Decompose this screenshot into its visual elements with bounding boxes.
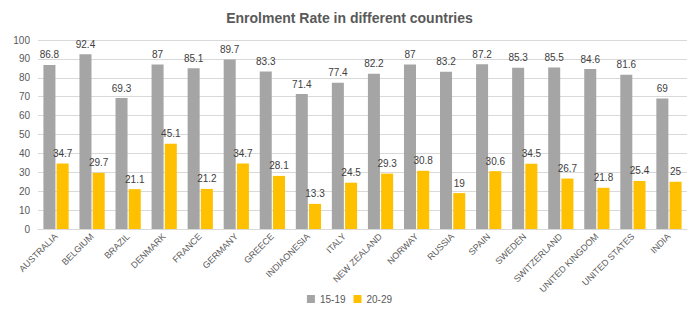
- svg-text:20-29: 20-29: [367, 294, 393, 305]
- svg-text:15-19: 15-19: [320, 294, 346, 305]
- svg-text:19: 19: [454, 178, 466, 189]
- svg-text:INDIA: INDIA: [648, 231, 672, 255]
- svg-text:21.1: 21.1: [125, 174, 145, 185]
- svg-text:UNITED STATES: UNITED STATES: [580, 231, 636, 287]
- svg-text:28.1: 28.1: [269, 160, 289, 171]
- svg-text:0: 0: [24, 224, 30, 235]
- svg-text:ITALY: ITALY: [324, 231, 348, 255]
- svg-text:100: 100: [13, 35, 30, 46]
- svg-text:Enrolment Rate in different co: Enrolment Rate in different countries: [226, 10, 473, 26]
- svg-text:40: 40: [19, 148, 31, 159]
- svg-text:NEW ZEALAND: NEW ZEALAND: [331, 231, 384, 284]
- svg-text:FRANCE: FRANCE: [171, 231, 204, 264]
- svg-text:25.4: 25.4: [630, 165, 650, 176]
- svg-text:GERMANY: GERMANY: [201, 231, 240, 270]
- svg-text:30: 30: [19, 167, 31, 178]
- svg-text:60: 60: [19, 110, 31, 121]
- svg-text:83.2: 83.2: [436, 56, 456, 67]
- svg-text:21.8: 21.8: [594, 172, 614, 183]
- svg-text:25: 25: [670, 166, 682, 177]
- svg-text:87.2: 87.2: [472, 49, 492, 60]
- svg-text:34.7: 34.7: [53, 148, 73, 159]
- svg-text:UNITED KINGDOM: UNITED KINGDOM: [538, 231, 601, 294]
- svg-text:DENMARK: DENMARK: [129, 231, 168, 270]
- svg-text:SPAIN: SPAIN: [467, 231, 493, 257]
- svg-text:89.7: 89.7: [220, 44, 240, 55]
- svg-text:34.5: 34.5: [522, 148, 542, 159]
- svg-text:84.6: 84.6: [581, 54, 601, 65]
- svg-text:71.4: 71.4: [292, 79, 312, 90]
- svg-text:85.5: 85.5: [544, 52, 564, 63]
- svg-text:87: 87: [404, 49, 416, 60]
- svg-text:80: 80: [19, 72, 31, 83]
- svg-text:13.3: 13.3: [305, 188, 325, 199]
- svg-text:30.8: 30.8: [413, 155, 433, 166]
- svg-text:83.3: 83.3: [256, 56, 276, 67]
- svg-text:SWEDEN: SWEDEN: [493, 231, 528, 266]
- svg-text:29.3: 29.3: [377, 158, 397, 169]
- svg-text:30.6: 30.6: [486, 156, 506, 167]
- svg-text:24.5: 24.5: [341, 167, 361, 178]
- svg-text:82.2: 82.2: [364, 58, 384, 69]
- svg-text:85.1: 85.1: [184, 53, 204, 64]
- svg-text:BRAZIL: BRAZIL: [102, 231, 131, 260]
- svg-text:BELGIUM: BELGIUM: [60, 231, 96, 267]
- svg-text:21.2: 21.2: [197, 173, 217, 184]
- svg-text:45.1: 45.1: [161, 128, 181, 139]
- svg-text:50: 50: [19, 129, 31, 140]
- svg-text:81.6: 81.6: [617, 59, 637, 70]
- svg-text:10: 10: [19, 205, 31, 216]
- svg-text:SWITZERLAND: SWITZERLAND: [511, 231, 565, 285]
- svg-text:26.7: 26.7: [558, 163, 578, 174]
- svg-text:87: 87: [152, 49, 164, 60]
- svg-text:34.7: 34.7: [233, 148, 253, 159]
- svg-text:69: 69: [657, 83, 669, 94]
- svg-text:AUSTRALIA: AUSTRALIA: [17, 231, 59, 273]
- svg-text:29.7: 29.7: [89, 157, 109, 168]
- svg-text:86.8: 86.8: [40, 49, 60, 60]
- svg-text:92.4: 92.4: [76, 39, 96, 50]
- svg-text:69.3: 69.3: [112, 83, 132, 94]
- svg-text:NORWAY: NORWAY: [385, 231, 420, 266]
- svg-text:GREECE: GREECE: [242, 231, 276, 265]
- svg-text:85.3: 85.3: [508, 52, 528, 63]
- svg-text:77.4: 77.4: [328, 67, 348, 78]
- svg-text:INDIAONESIA: INDIAONESIA: [264, 231, 312, 279]
- svg-text:90: 90: [19, 53, 31, 64]
- svg-text:RUSSIA: RUSSIA: [425, 231, 456, 262]
- svg-text:70: 70: [19, 91, 31, 102]
- svg-text:20: 20: [19, 186, 31, 197]
